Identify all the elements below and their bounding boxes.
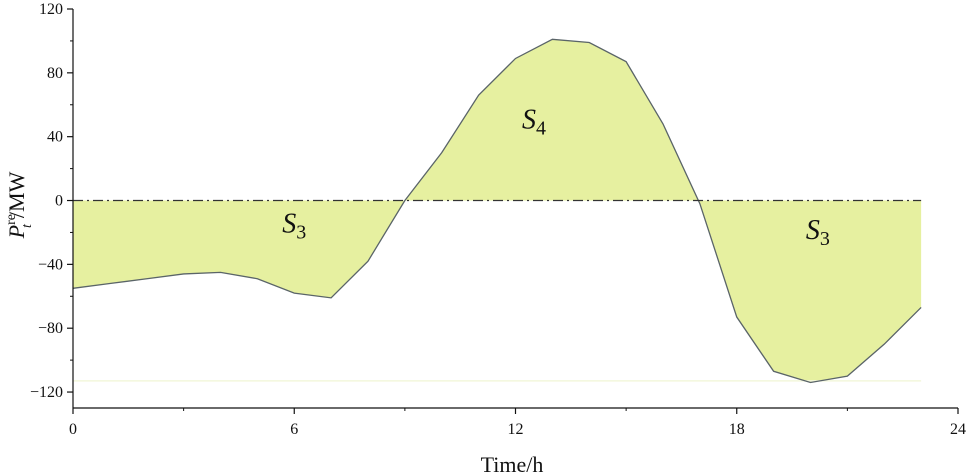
y-axis-symbol: P bbox=[4, 225, 29, 239]
y-axis-subscript: t bbox=[20, 223, 35, 228]
x-tick-label: 6 bbox=[290, 421, 298, 438]
region-label: S3 bbox=[282, 208, 306, 243]
y-axis-title: Pret/MW bbox=[4, 171, 35, 239]
region-label: S3 bbox=[806, 215, 830, 250]
region-label-subscript: 3 bbox=[296, 221, 306, 243]
y-tick-label: −80 bbox=[38, 320, 63, 337]
region-label-symbol: S bbox=[282, 208, 296, 239]
x-tick-label: 0 bbox=[69, 421, 77, 438]
y-tick-label: 80 bbox=[47, 65, 63, 82]
y-tick-label: −120 bbox=[30, 384, 63, 401]
y-axis-superscript: re bbox=[4, 214, 19, 225]
x-tick-label: 12 bbox=[508, 421, 524, 438]
region-label: S4 bbox=[522, 105, 546, 140]
y-axis-unit: /MW bbox=[4, 171, 29, 218]
axes: 0 6 12 18 24 −120 −80 −40 0 40 80 120 bbox=[30, 1, 966, 438]
x-tick-label: 18 bbox=[729, 421, 745, 438]
area-fill bbox=[73, 39, 922, 383]
region-label-symbol: S bbox=[806, 215, 820, 246]
y-tick-label: −40 bbox=[38, 256, 63, 273]
y-tick-label: 120 bbox=[39, 1, 63, 18]
region-label-subscript: 3 bbox=[820, 228, 830, 250]
plot-area bbox=[72, 38, 922, 384]
x-axis-title: Time/h bbox=[481, 452, 544, 475]
y-tick-label: 40 bbox=[47, 129, 63, 146]
region-label-subscript: 4 bbox=[536, 118, 546, 140]
y-tick-label: 0 bbox=[55, 193, 63, 210]
x-tick-label: 24 bbox=[950, 421, 966, 438]
series-line bbox=[72, 38, 922, 384]
region-label-symbol: S bbox=[522, 105, 536, 136]
